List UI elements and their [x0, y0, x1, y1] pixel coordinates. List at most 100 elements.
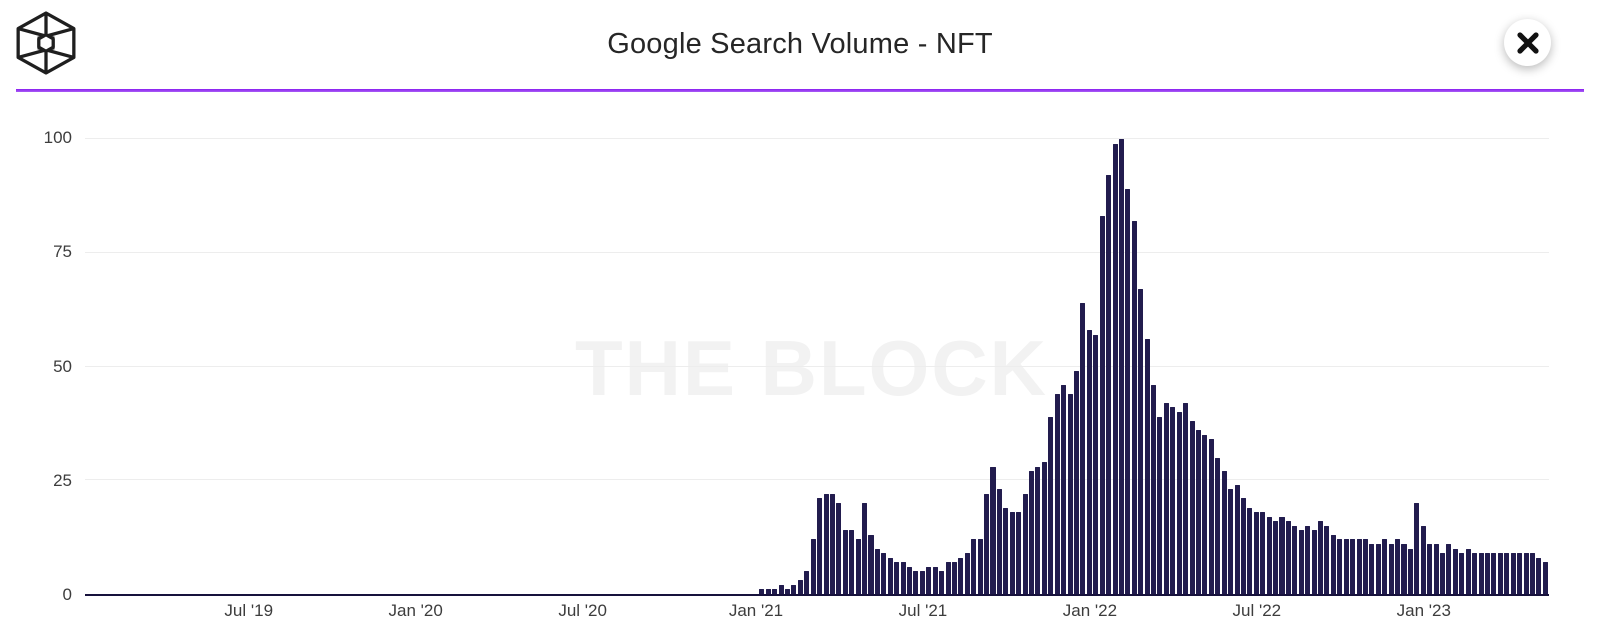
bar — [919, 571, 925, 594]
bar — [1305, 525, 1311, 594]
bar — [1106, 175, 1112, 594]
bar — [1202, 434, 1208, 594]
bar — [1446, 543, 1452, 594]
y-tick-label: 25 — [53, 470, 72, 490]
bar — [1170, 407, 1176, 594]
bar — [1151, 384, 1157, 594]
bar — [894, 562, 900, 594]
bar — [984, 493, 990, 594]
bar — [1350, 539, 1356, 594]
watermark: THE BLOCK — [575, 324, 1048, 412]
bar — [1401, 543, 1407, 594]
gridline — [85, 479, 1549, 481]
bar — [990, 466, 996, 594]
bar — [1478, 553, 1484, 594]
bar — [1054, 393, 1060, 594]
bar — [1484, 553, 1490, 594]
bar — [849, 530, 855, 594]
bar — [791, 584, 797, 594]
y-tick-label: 100 — [43, 128, 72, 147]
the-block-logo-icon — [16, 11, 76, 75]
bar — [1240, 498, 1246, 594]
gridline — [85, 138, 1549, 139]
bar — [1195, 430, 1202, 594]
bar — [977, 539, 983, 594]
bar — [1189, 421, 1195, 594]
bar — [1542, 562, 1548, 594]
bar — [1228, 489, 1234, 594]
gridline — [85, 365, 1549, 367]
bar — [1407, 548, 1413, 594]
bar — [1022, 493, 1028, 594]
bar — [1362, 539, 1368, 594]
bar — [1330, 534, 1336, 594]
bar — [1215, 457, 1221, 594]
bar — [1388, 543, 1394, 594]
bar — [1510, 553, 1516, 594]
bar-series — [85, 139, 1549, 594]
bar — [778, 584, 784, 594]
bar — [1536, 557, 1542, 594]
bar — [1369, 543, 1375, 594]
bar — [1221, 471, 1227, 594]
bar — [810, 539, 816, 594]
bar — [939, 571, 945, 594]
gridline — [85, 251, 1549, 253]
plot-area: THE BLOCK — [85, 138, 1549, 596]
bar — [1382, 539, 1388, 594]
bar — [996, 489, 1002, 594]
close-button[interactable] — [1504, 19, 1551, 66]
bar — [945, 562, 951, 594]
bar — [1208, 439, 1214, 594]
bar — [817, 498, 823, 594]
x-axis: Jul '19 Jan '20 Jul '20 Jan '21 Jul '21 Jan '… — [85, 601, 1549, 625]
bar — [836, 503, 842, 594]
bar — [862, 503, 868, 594]
bar — [1298, 530, 1304, 594]
y-tick-label: 75 — [53, 242, 72, 262]
bar — [926, 566, 932, 594]
x-tick-label: Jul '20 — [558, 601, 607, 620]
bar — [823, 493, 829, 594]
bar — [1266, 516, 1272, 594]
bar — [1318, 521, 1324, 594]
bar — [1073, 371, 1079, 594]
bar — [1472, 553, 1478, 594]
bar — [1176, 412, 1182, 594]
x-tick-label: Jan '23 — [1396, 601, 1451, 620]
bar — [1292, 525, 1298, 594]
bar — [1324, 525, 1330, 594]
x-tick-label: Jan '21 — [728, 601, 784, 620]
bar — [964, 553, 970, 594]
bar — [1067, 393, 1073, 594]
bar — [1420, 525, 1426, 594]
bar — [1279, 516, 1285, 594]
bar — [1375, 543, 1381, 594]
bar — [1427, 543, 1433, 594]
bar — [1491, 553, 1497, 594]
page-title: Google Search Volume - NFT — [607, 28, 993, 60]
bar — [1234, 484, 1240, 594]
bar — [829, 493, 835, 594]
bar — [1003, 507, 1009, 594]
bar — [1433, 543, 1439, 594]
bar — [1093, 334, 1099, 594]
bar — [1247, 507, 1253, 594]
bar — [1080, 302, 1086, 594]
bar — [1086, 330, 1092, 594]
bar — [1504, 553, 1510, 594]
bar — [1452, 548, 1458, 594]
bar — [1529, 553, 1535, 594]
bar — [797, 580, 803, 594]
bar — [1041, 462, 1047, 594]
bar — [913, 571, 919, 594]
bar — [1497, 553, 1503, 594]
purple-divider — [16, 89, 1584, 92]
bar — [1138, 289, 1144, 594]
bar — [1131, 220, 1137, 594]
x-tick-label: Jul '22 — [1232, 601, 1282, 620]
bar — [868, 534, 874, 594]
bar — [1009, 512, 1015, 594]
x-tick-label: Jul '21 — [898, 601, 948, 620]
